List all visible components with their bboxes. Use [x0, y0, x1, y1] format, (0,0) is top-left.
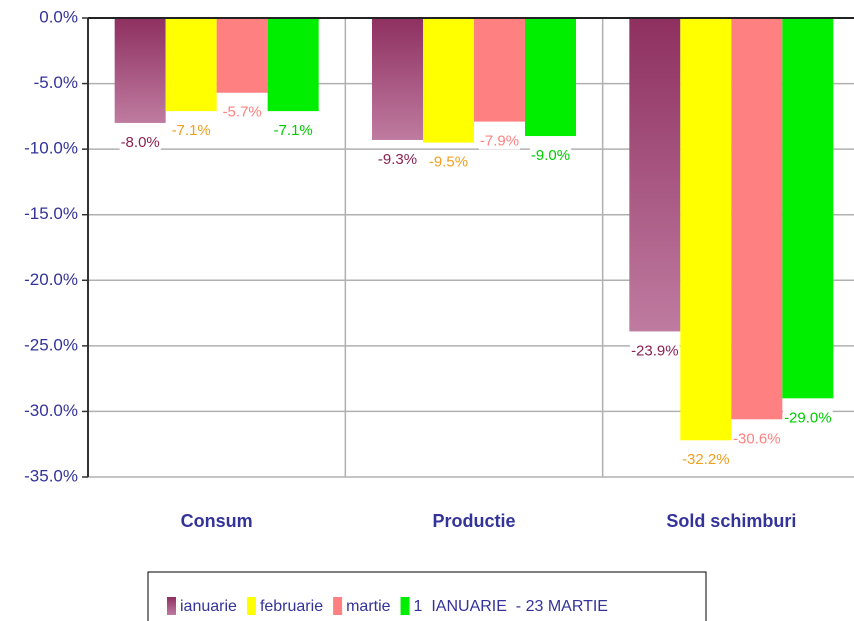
value-label: -5.7%	[223, 104, 262, 121]
legend-swatch	[333, 597, 343, 615]
x-tick-label: Productie	[432, 511, 515, 531]
x-tick-label: Sold schimburi	[666, 511, 796, 531]
value-label: -8.0%	[121, 134, 160, 151]
bar	[629, 18, 681, 332]
legend-box	[147, 571, 707, 621]
y-tick-label: -5.0%	[34, 73, 78, 92]
value-label: -7.1%	[274, 122, 313, 139]
legend-swatch	[246, 597, 256, 615]
legend-label: 1 IANUARIE - 23 MARTIE	[414, 598, 608, 615]
bar	[731, 18, 783, 420]
legend-label: februarie	[260, 598, 323, 615]
value-label: -9.3%	[378, 151, 417, 168]
legend-label: martie	[346, 598, 391, 615]
bar	[372, 18, 423, 140]
value-label-bg	[427, 153, 470, 171]
value-label: -9.5%	[429, 154, 468, 171]
value-label-bg	[681, 451, 731, 469]
bar	[114, 18, 166, 123]
value-label-bg	[272, 122, 314, 140]
value-label-bg	[529, 146, 572, 164]
value-label: -9.0%	[531, 147, 570, 164]
x-tick-label: Consum	[181, 511, 253, 531]
bar	[267, 18, 319, 112]
value-label: -30.6%	[733, 430, 781, 447]
bar	[525, 18, 576, 137]
bar	[423, 18, 474, 143]
legend-swatch	[167, 597, 176, 615]
y-tick-label: -30.0%	[24, 401, 78, 420]
y-tick-label: -15.0%	[24, 204, 78, 223]
value-label: -32.2%	[682, 451, 730, 468]
y-tick-label: -20.0%	[24, 270, 78, 289]
value-label: -7.9%	[480, 133, 519, 150]
bar	[680, 18, 732, 441]
y-tick-label: 0.0%	[39, 7, 78, 26]
value-label-bg	[478, 132, 521, 150]
bar	[474, 18, 525, 122]
bar	[216, 18, 268, 93]
value-label-bg	[221, 103, 263, 121]
value-label: -23.9%	[631, 342, 679, 359]
y-tick-label: -10.0%	[24, 139, 78, 158]
legend-label: ianuarie	[180, 598, 237, 615]
value-label: -29.0%	[784, 409, 832, 426]
value-label-bg	[119, 133, 161, 151]
value-label-bg	[376, 150, 419, 168]
y-tick-label: -35.0%	[24, 466, 78, 485]
value-label-bg	[170, 122, 212, 140]
value-label-bg	[732, 430, 782, 448]
y-tick-label: -25.0%	[24, 335, 78, 354]
value-label: -7.1%	[172, 122, 211, 139]
bar	[165, 18, 217, 112]
value-label-bg	[630, 342, 680, 360]
bar	[782, 18, 834, 399]
value-label-bg	[783, 409, 833, 427]
legend-swatch	[400, 597, 410, 615]
